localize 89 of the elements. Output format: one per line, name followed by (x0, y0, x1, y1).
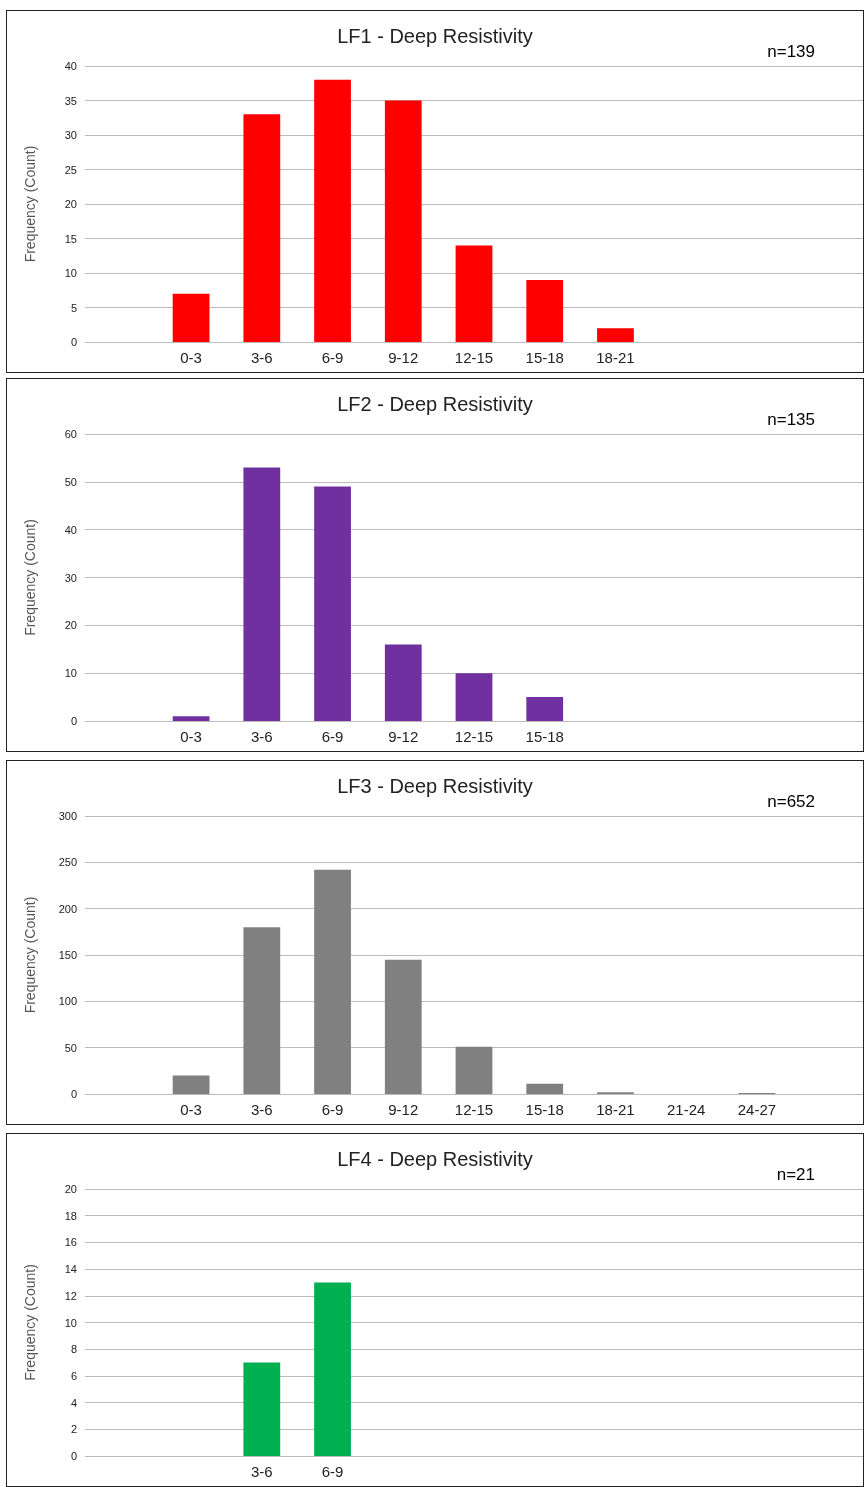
bar (526, 697, 564, 721)
y-tick-label: 12 (64, 1289, 77, 1302)
y-axis-title: Frequency (Count) (22, 896, 38, 1014)
x-tick-label: 6-9 (321, 349, 344, 366)
bar (384, 644, 422, 721)
y-tick-label: 10 (64, 267, 77, 279)
y-tick-label: 10 (64, 1316, 77, 1329)
x-tick-label: 12-15 (454, 728, 494, 745)
y-tick-label: 30 (64, 571, 77, 584)
y-tick-label: 6 (70, 1369, 77, 1382)
y-tick-label: 50 (64, 475, 77, 488)
chart-title: LF2 - Deep Resistivity (337, 393, 533, 415)
y-tick-label: 60 (64, 428, 77, 440)
y-tick-label: 50 (64, 1041, 77, 1054)
y-tick-label: 100 (58, 995, 77, 1008)
y-tick-label: 40 (64, 523, 77, 536)
x-tick-label: 18-21 (596, 349, 635, 366)
bar (384, 100, 422, 342)
y-tick-label: 0 (70, 715, 77, 727)
text: n=135 (767, 410, 815, 429)
x-tick-label: 6-9 (321, 1101, 344, 1118)
y-tick-label: 300 (58, 810, 77, 822)
y-tick-label: 20 (64, 198, 77, 210)
bar (455, 245, 493, 342)
y-tick-label: 25 (64, 163, 77, 176)
chart-title: LF4 - Deep Resistivity (337, 1148, 533, 1170)
chart-title: LF3 - Deep Resistivity (337, 775, 533, 797)
y-tick-label: 20 (64, 619, 77, 632)
bar (455, 673, 493, 721)
bar (314, 486, 351, 721)
x-tick-label: 12-15 (454, 349, 494, 366)
chart-title: LF1 - Deep Resistivity (337, 25, 533, 47)
x-tick-label: 15-18 (525, 349, 564, 366)
x-tick-label: 12-15 (454, 1101, 494, 1118)
bar (526, 1083, 564, 1094)
y-tick-label: 16 (64, 1236, 77, 1249)
x-tick-label: 15-18 (525, 728, 564, 745)
x-tick-label: 24-27 (737, 1101, 777, 1118)
y-tick-label: 200 (58, 902, 77, 915)
text: n=652 (767, 792, 815, 811)
x-tick-label: 3-6 (250, 1101, 273, 1118)
y-tick-label: 18 (64, 1209, 77, 1222)
bar (243, 467, 281, 721)
x-tick-label: 9-12 (388, 728, 419, 745)
x-tick-label: 15-18 (525, 1101, 564, 1118)
y-tick-label: 15 (64, 232, 77, 245)
bar (172, 716, 210, 721)
y-tick-label: 40 (64, 60, 77, 72)
bar (384, 959, 422, 1094)
x-tick-label: 6-9 (321, 1463, 344, 1480)
y-tick-label: 0 (70, 1450, 77, 1462)
x-tick-label: 3-6 (250, 1463, 273, 1480)
text: n=21 (776, 1165, 816, 1184)
y-tick-label: 10 (64, 667, 77, 680)
bar (172, 1075, 210, 1094)
bar (243, 927, 281, 1094)
y-tick-label: 5 (70, 301, 77, 314)
y-tick-label: 150 (58, 949, 77, 961)
text: n=139 (767, 42, 815, 61)
bar (597, 328, 634, 342)
y-tick-label: 8 (70, 1343, 77, 1356)
y-tick-label: 14 (64, 1263, 77, 1276)
x-tick-label: 9-12 (388, 349, 419, 366)
y-tick-label: 35 (64, 94, 77, 107)
bar (455, 1046, 493, 1094)
y-axis-title: Frequency (Count) (22, 145, 38, 263)
y-tick-label: 250 (58, 856, 77, 869)
x-tick-label: 0-3 (180, 1101, 202, 1118)
y-tick-label: 20 (64, 1183, 77, 1195)
bar (314, 79, 351, 342)
bar (314, 869, 351, 1094)
bar (526, 279, 564, 342)
y-tick-label: 0 (70, 336, 77, 348)
x-tick-label: 18-21 (596, 1101, 635, 1118)
y-tick-label: 30 (64, 129, 77, 141)
x-tick-label: 3-6 (250, 728, 273, 745)
x-tick-label: 21-24 (666, 1101, 706, 1118)
bar (172, 293, 210, 342)
x-tick-label: 6-9 (321, 728, 344, 745)
y-axis-title: Frequency (Count) (22, 1264, 38, 1381)
y-axis-title: Frequency (Count) (22, 519, 38, 636)
x-tick-label: 0-3 (180, 349, 202, 366)
x-tick-label: 3-6 (250, 349, 273, 366)
y-tick-label: 2 (70, 1423, 77, 1436)
x-tick-label: 9-12 (388, 1101, 419, 1118)
bar (243, 114, 281, 342)
x-tick-label: 0-3 (180, 728, 202, 745)
y-tick-label: 0 (70, 1088, 77, 1100)
y-tick-label: 4 (70, 1396, 77, 1409)
